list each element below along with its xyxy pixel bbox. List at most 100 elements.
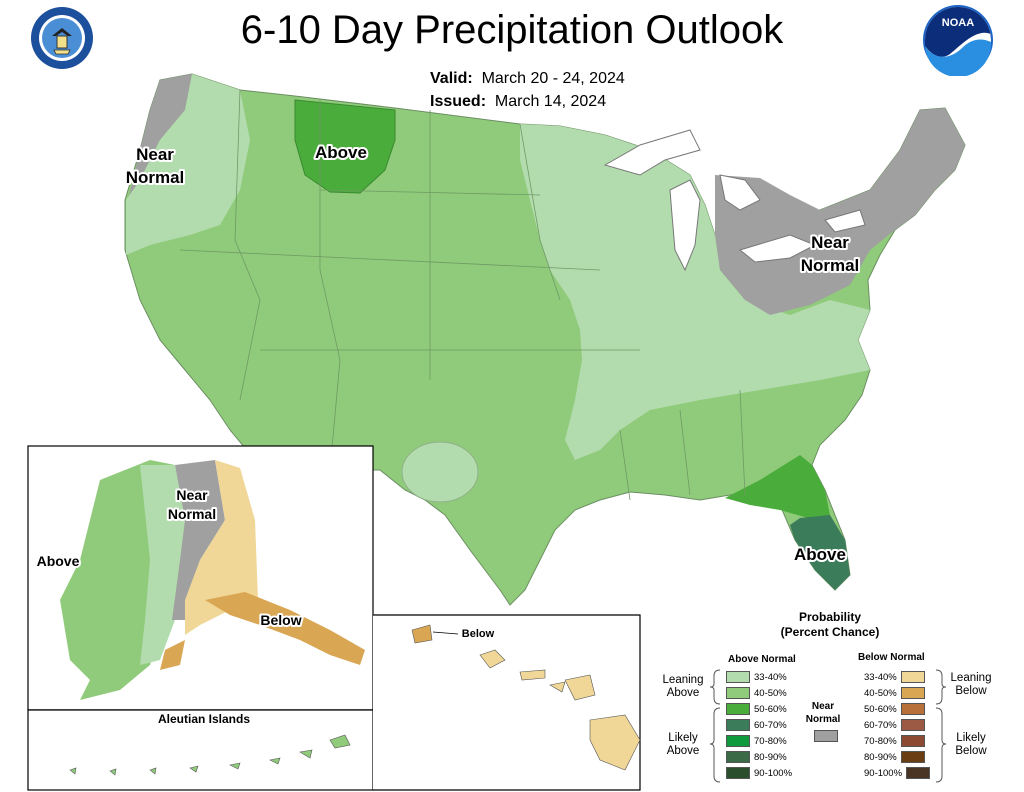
legend-braces bbox=[709, 669, 947, 783]
label-ne-near-2: Normal bbox=[801, 256, 860, 275]
label-alaska-above: Above bbox=[37, 553, 80, 569]
legend-title-line1: Probability bbox=[798, 610, 861, 624]
southeast-likely-above-region bbox=[725, 455, 830, 520]
legend-below-label: 50-60% bbox=[864, 703, 897, 715]
florida-likely-above-region bbox=[790, 515, 850, 590]
map-region-labels: Near Normal Above Near Normal Above Abov… bbox=[35, 141, 862, 726]
valid-label: Valid: bbox=[430, 70, 473, 87]
legend-above-label: 50-60% bbox=[754, 703, 787, 715]
legend-below-head: Below Normal bbox=[858, 652, 925, 663]
noaa-logo-text: NOAA bbox=[942, 17, 974, 29]
likely-below-label: Likely Below bbox=[946, 732, 996, 758]
northeast-near-normal-region bbox=[715, 108, 965, 315]
legend-above-row: 33-40% bbox=[726, 670, 791, 684]
alaska-peninsula bbox=[160, 640, 185, 670]
label-nw-near-2: Normal bbox=[126, 168, 185, 187]
legend-above-label: 33-40% bbox=[754, 671, 787, 683]
legend-below-row: 40-50% bbox=[860, 686, 925, 700]
near-normal-label: Near Normal bbox=[798, 700, 848, 726]
noaa-logo-icon: NOAA bbox=[923, 5, 993, 76]
label-florida-above: Above bbox=[794, 545, 846, 564]
leaning-below-label: Leaning Below bbox=[946, 672, 996, 698]
legend-below-swatch bbox=[900, 719, 925, 731]
issued-date: March 14, 2024 bbox=[494, 93, 607, 110]
legend-below-row: 90-100% bbox=[860, 766, 931, 780]
label-ne-near-1: Near bbox=[811, 233, 849, 252]
alaska-below-region bbox=[205, 592, 365, 665]
legend-above-label: 60-70% bbox=[754, 719, 787, 731]
legend-below-row: 33-40% bbox=[860, 670, 925, 684]
legend-above-label: 90-100% bbox=[754, 767, 793, 779]
legend-title-line2: (Percent Chance) bbox=[780, 625, 880, 639]
label-alaska-below: Below bbox=[260, 612, 301, 628]
hawaii-below-island bbox=[411, 624, 433, 644]
legend-below-label: 90-100% bbox=[864, 767, 903, 779]
likely-above-line2: Above bbox=[666, 745, 700, 757]
label-alaska-near-1: Near bbox=[176, 487, 208, 503]
likely-above-line1: Likely bbox=[668, 732, 698, 744]
label-montana-above: Above bbox=[315, 143, 367, 162]
near-normal-line2: Normal bbox=[805, 714, 841, 725]
legend-above-row: 70-80% bbox=[726, 734, 791, 748]
likely-above-label: Likely Above bbox=[658, 732, 708, 758]
hawaii-inset-frame bbox=[373, 614, 641, 791]
leaning-above-label: Leaning Above bbox=[658, 674, 708, 700]
legend-above-label: 80-90% bbox=[754, 751, 787, 763]
label-alaska-near-2: Normal bbox=[168, 506, 216, 522]
alaska-leaning-below-region bbox=[185, 460, 258, 635]
legend-below-row: 60-70% bbox=[860, 718, 925, 732]
legend-above-swatch bbox=[726, 751, 750, 763]
legend-below-label: 33-40% bbox=[864, 671, 897, 683]
legend-above-head: Above Normal bbox=[728, 654, 796, 665]
aleutian-islands-shape bbox=[69, 734, 351, 776]
legend-below-label: 80-90% bbox=[864, 751, 897, 763]
alaska-near-normal-region bbox=[172, 460, 225, 620]
legend-below-label: 60-70% bbox=[864, 719, 897, 731]
legend-below-swatch bbox=[900, 687, 925, 699]
midwest-leaning-above-region bbox=[520, 124, 870, 460]
legend-above-swatch bbox=[726, 767, 750, 779]
texas-leaning-above-region bbox=[401, 441, 479, 503]
legend-above-row: 40-50% bbox=[726, 686, 791, 700]
commerce-seal-icon bbox=[31, 7, 93, 69]
legend-below-row: 80-90% bbox=[860, 750, 925, 764]
legend-below-swatch bbox=[900, 703, 925, 715]
legend-above-swatch bbox=[726, 735, 750, 747]
valid-line: Valid: March 20 - 24, 2024 bbox=[430, 70, 625, 88]
legend-above-swatch bbox=[726, 671, 750, 683]
legend-above-label: 40-50% bbox=[754, 687, 787, 699]
legend-title: Probability (Percent Chance) bbox=[760, 610, 900, 640]
valid-date: March 20 - 24, 2024 bbox=[481, 70, 625, 87]
state-boundaries bbox=[179, 89, 746, 501]
legend-below-swatch bbox=[906, 767, 931, 779]
legend-below-swatch bbox=[900, 735, 925, 747]
label-nw-near-1: Near bbox=[136, 145, 174, 164]
legend-above-swatch bbox=[726, 703, 750, 715]
leaning-below-line2: Below bbox=[955, 685, 987, 697]
near-normal-swatch bbox=[814, 730, 838, 742]
issued-label: Issued: bbox=[430, 93, 487, 110]
leaning-above-line2: Above bbox=[666, 687, 700, 699]
legend-below-swatch bbox=[900, 751, 925, 763]
nw-leaning-above-region bbox=[126, 74, 250, 255]
legend-below-label: 40-50% bbox=[864, 687, 897, 699]
legend-above-row: 90-100% bbox=[726, 766, 796, 780]
great-lakes bbox=[603, 129, 866, 272]
label-hawaii-below: Below bbox=[462, 628, 495, 640]
likely-below-line2: Below bbox=[955, 745, 987, 757]
legend-above-row: 60-70% bbox=[726, 718, 791, 732]
leaning-below-line1: Leaning bbox=[950, 672, 992, 684]
legend-below-swatch bbox=[900, 671, 925, 683]
legend-above-swatch bbox=[726, 687, 750, 699]
leaning-above-line1: Leaning bbox=[662, 674, 704, 686]
legend-above-label: 70-80% bbox=[754, 735, 787, 747]
legend-below-label: 70-80% bbox=[864, 735, 897, 747]
likely-below-line1: Likely bbox=[956, 732, 986, 744]
label-aleutian: Aleutian Islands bbox=[158, 712, 250, 726]
legend-above-row: 50-60% bbox=[726, 702, 791, 716]
legend-above-row: 80-90% bbox=[726, 750, 791, 764]
aleutian-inset-frame bbox=[27, 709, 374, 791]
nw-near-normal-region bbox=[128, 74, 192, 200]
near-normal-line1: Near bbox=[811, 701, 835, 712]
